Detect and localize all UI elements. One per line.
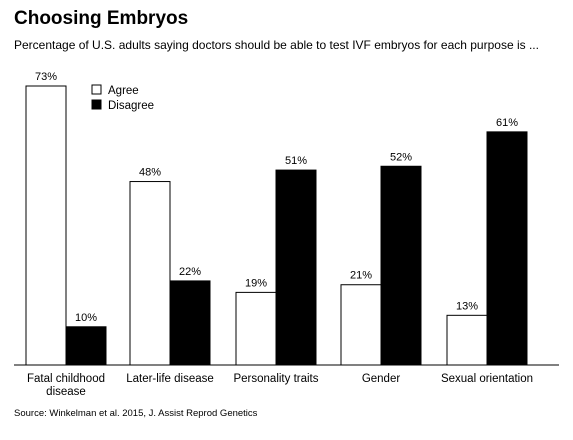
legend-swatch-agree <box>91 84 102 95</box>
category-label-0: Fatal childhood <box>27 373 105 385</box>
data-label-agree-4: 13% <box>456 300 478 312</box>
bar-disagree-4 <box>486 131 528 366</box>
source-note: Source: Winkelman et al. 2015, J. Assist… <box>14 408 258 419</box>
legend-label-agree: Agree <box>108 85 139 97</box>
data-label-disagree-2: 51% <box>285 155 307 167</box>
data-label-agree-2: 19% <box>245 277 267 289</box>
bar-disagree-1 <box>169 280 211 366</box>
bar-agree-0 <box>25 85 67 366</box>
legend-label-disagree: Disagree <box>108 100 154 112</box>
data-label-disagree-1: 22% <box>179 266 201 278</box>
data-label-agree-1: 48% <box>139 167 161 179</box>
bar-disagree-2 <box>275 169 317 366</box>
chart-subtitle: Percentage of U.S. adults saying doctors… <box>14 38 539 52</box>
category-label-2: Personality traits <box>233 373 318 385</box>
data-label-agree-0: 73% <box>35 71 57 83</box>
chart-title: Choosing Embryos <box>14 8 189 29</box>
bar-disagree-3 <box>380 165 422 366</box>
category-label-0: disease <box>46 386 86 398</box>
category-label-4: Sexual orientation <box>441 373 533 385</box>
bar-agree-2 <box>235 291 277 366</box>
bar-agree-4 <box>446 314 488 366</box>
bar-disagree-0 <box>65 326 107 366</box>
data-label-agree-3: 21% <box>350 270 372 282</box>
data-label-disagree-0: 10% <box>75 312 97 324</box>
bar-agree-1 <box>129 181 171 366</box>
category-label-3: Gender <box>362 373 401 385</box>
data-label-disagree-4: 61% <box>496 117 518 129</box>
category-label-1: Later-life disease <box>126 373 214 385</box>
legend-swatch-disagree <box>91 99 102 110</box>
bar-agree-3 <box>340 284 382 366</box>
data-label-disagree-3: 52% <box>390 151 412 163</box>
